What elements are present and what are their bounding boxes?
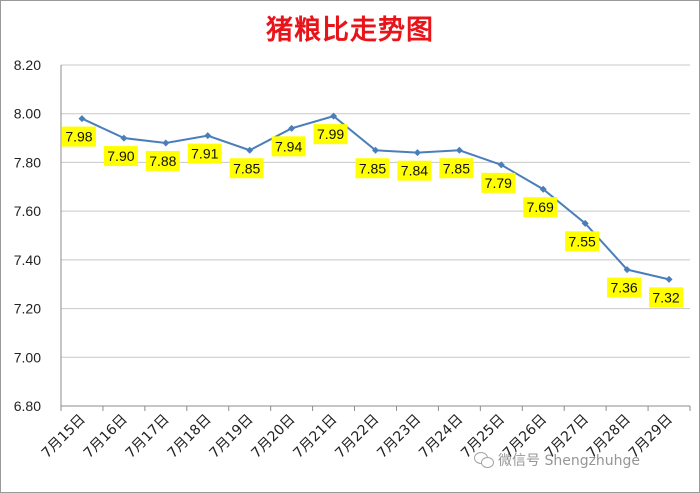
y-tick-label: 8.00 <box>14 106 41 122</box>
x-tick-label: 7月22日 <box>332 412 382 462</box>
data-label-box <box>145 150 180 171</box>
data-label: 7.94 <box>275 138 302 154</box>
data-point <box>120 134 128 142</box>
data-label: 7.85 <box>233 160 260 176</box>
data-label-box <box>607 277 642 298</box>
data-label: 7.91 <box>191 146 218 162</box>
data-label-box <box>187 143 222 164</box>
data-label-box <box>481 172 516 193</box>
data-label: 7.85 <box>359 160 386 176</box>
data-label-box <box>565 231 600 252</box>
x-tick-label: 7月24日 <box>416 412 466 462</box>
data-label-box <box>313 124 348 145</box>
data-label: 7.90 <box>107 148 134 164</box>
data-point <box>455 146 463 154</box>
data-point <box>204 132 212 140</box>
data-point <box>288 124 296 132</box>
data-label: 7.88 <box>149 153 176 169</box>
data-label-box <box>229 158 264 179</box>
data-label-box <box>649 287 684 308</box>
data-point <box>246 146 254 154</box>
data-point <box>78 115 86 123</box>
y-tick-label: 7.80 <box>14 154 41 170</box>
data-label-box <box>355 158 390 179</box>
data-label-box <box>103 146 138 167</box>
x-tick-label: 7月15日 <box>39 412 89 462</box>
data-point <box>665 275 673 283</box>
series-line <box>81 115 670 281</box>
data-label: 7.55 <box>569 233 596 249</box>
data-point <box>330 112 338 120</box>
data-point <box>539 185 547 193</box>
x-tick-label: 7月17日 <box>123 412 173 462</box>
data-point <box>581 219 589 227</box>
data-label: 7.36 <box>610 280 637 296</box>
data-label: 7.84 <box>401 163 428 179</box>
data-point <box>497 161 505 169</box>
data-point <box>162 139 170 147</box>
data-label: 7.79 <box>485 175 512 191</box>
y-tick-label: 7.40 <box>14 252 41 268</box>
data-label: 7.85 <box>443 160 470 176</box>
data-label-box <box>61 126 96 147</box>
x-tick-label: 7月18日 <box>165 412 215 462</box>
wechat-icon <box>474 452 494 468</box>
chart-title: 猪粮比走势图 <box>266 15 434 46</box>
y-tick-label: 7.60 <box>14 203 41 219</box>
watermark-text: 微信号 Shengzhuhge <box>498 453 641 469</box>
data-label-box <box>271 136 306 157</box>
data-label-box <box>439 158 474 179</box>
x-tick-label: 7月20日 <box>248 412 298 462</box>
y-tick-label: 7.20 <box>14 301 41 317</box>
y-tick-label: 7.00 <box>14 349 41 365</box>
x-tick-label: 7月23日 <box>374 412 424 462</box>
y-tick-label: 8.20 <box>14 57 41 73</box>
y-tick-label: 6.80 <box>14 398 41 414</box>
x-tick-label: 7月19日 <box>207 412 257 462</box>
watermark: 微信号 Shengzhuhge <box>474 449 640 471</box>
data-point <box>372 146 379 154</box>
data-label: 7.99 <box>317 126 344 142</box>
x-tick-label: 7月21日 <box>290 412 340 462</box>
data-point <box>413 149 421 157</box>
data-label: 7.32 <box>652 289 679 305</box>
data-label-box <box>523 197 558 218</box>
data-label: 7.69 <box>527 199 554 215</box>
x-tick-label: 7月16日 <box>81 412 131 462</box>
data-point <box>623 266 631 274</box>
data-label-box <box>397 160 432 181</box>
data-label: 7.98 <box>65 129 92 145</box>
